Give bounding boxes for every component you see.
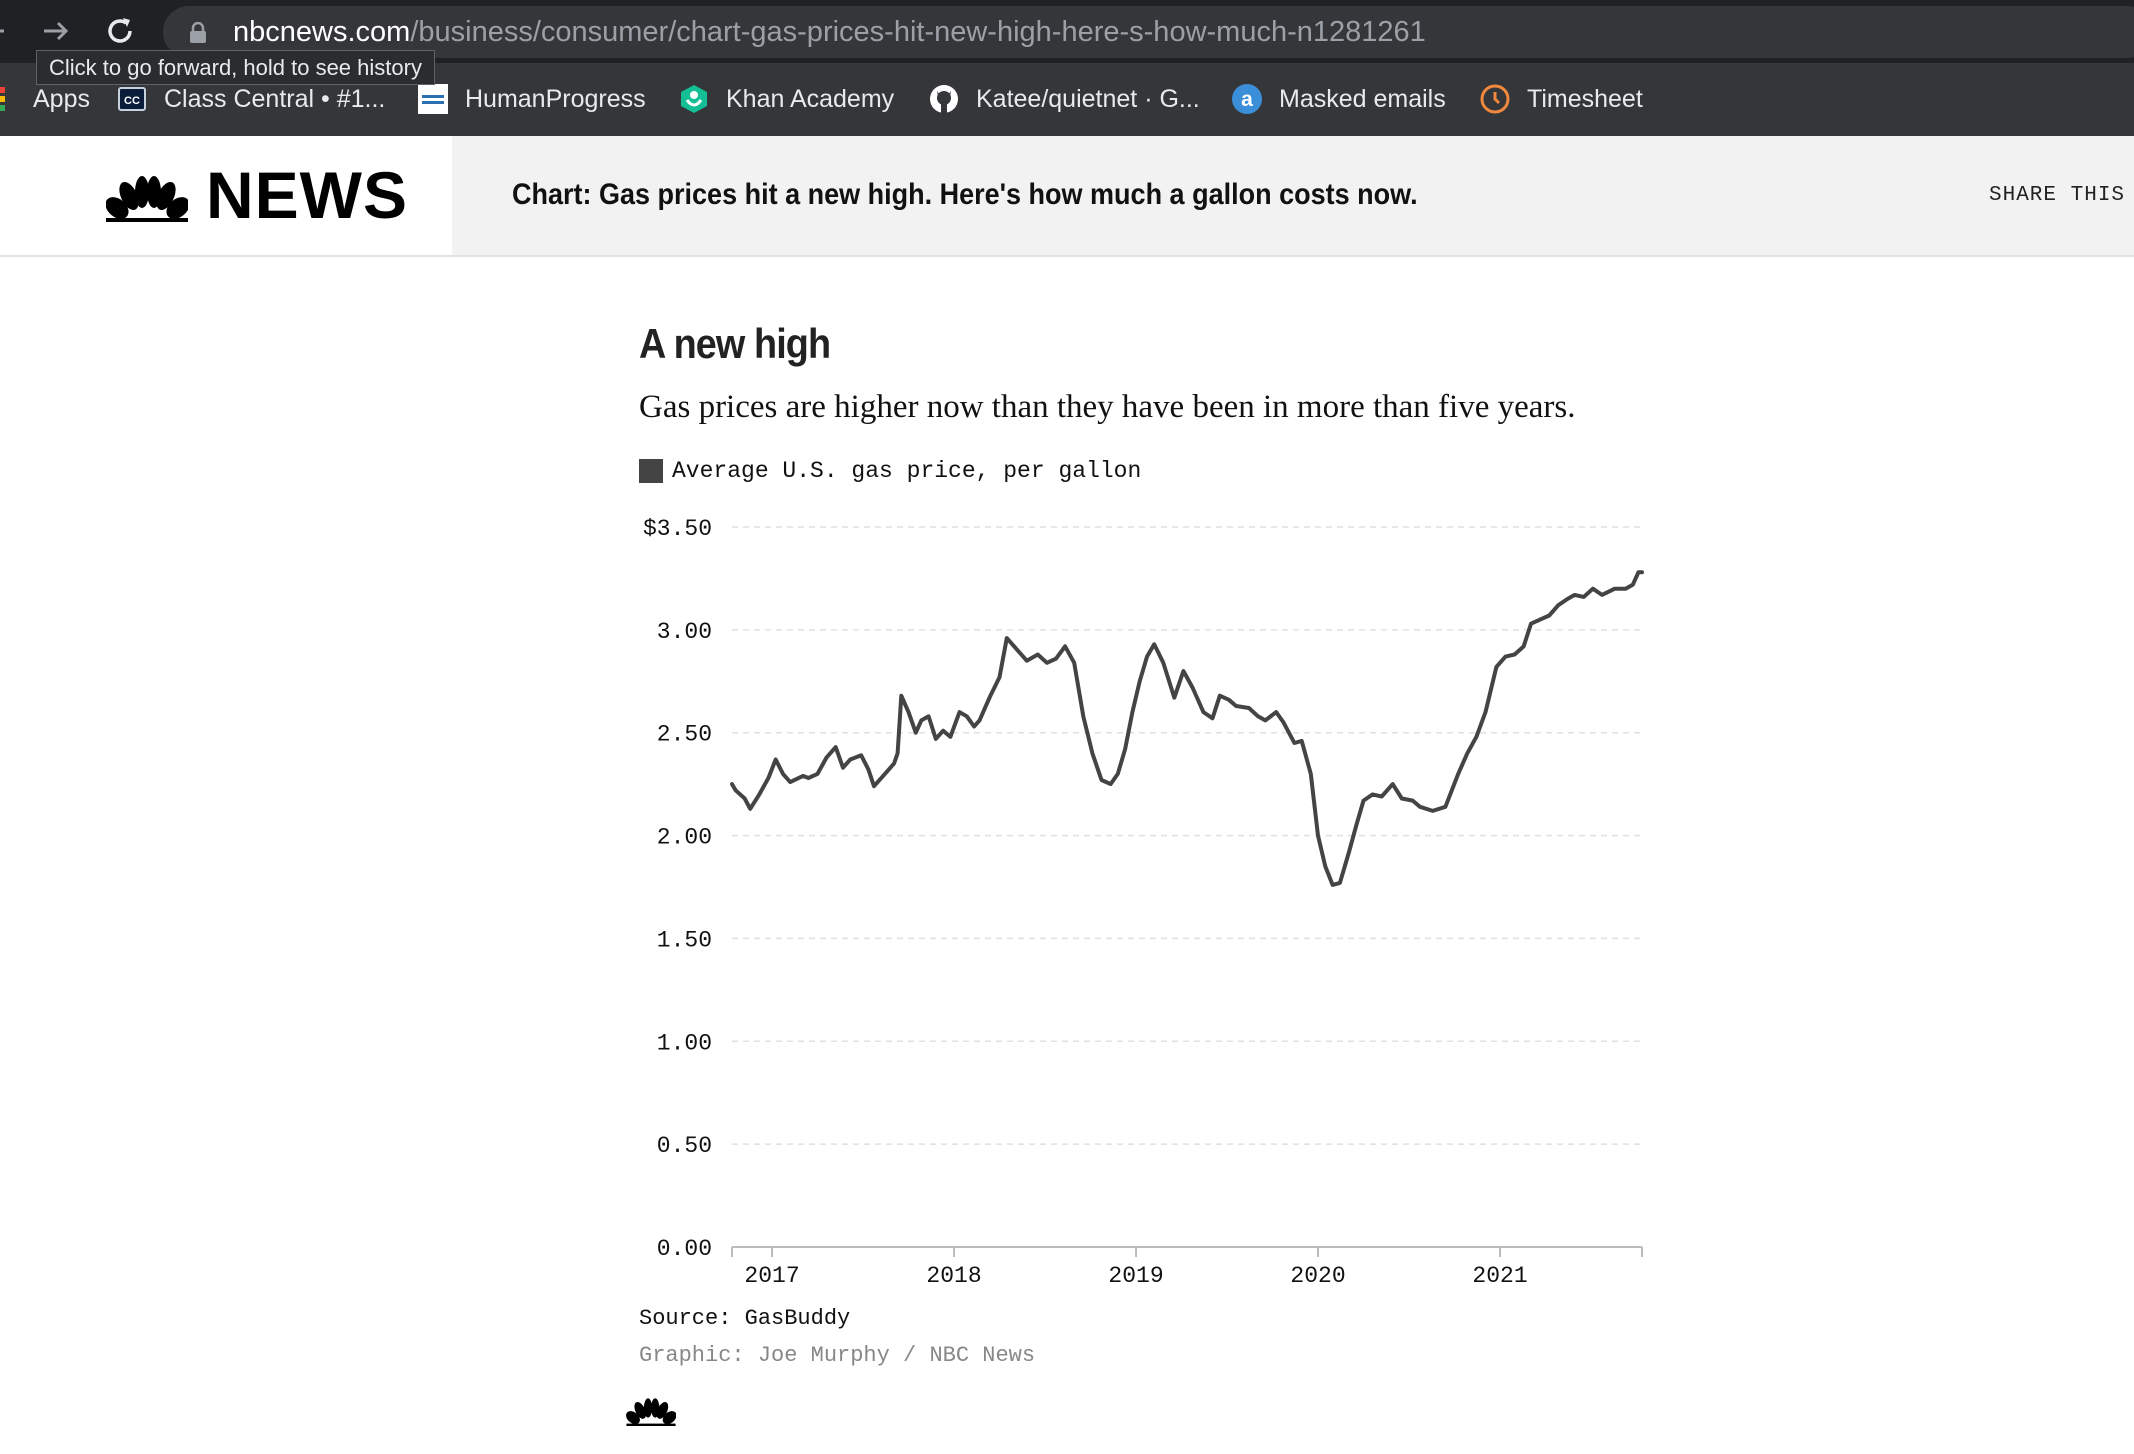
peacock-icon [106, 176, 188, 222]
chart-legend: Average U.S. gas price, per gallon [639, 456, 1141, 486]
back-button[interactable] [0, 8, 16, 54]
apps-grid-icon [0, 84, 16, 114]
bookmark-label: Masked emails [1279, 84, 1446, 113]
share-button[interactable]: SHARE THIS – [1989, 184, 2134, 207]
bookmark-label: Apps [33, 84, 90, 113]
forward-tooltip: Click to go forward, hold to see history [36, 50, 435, 85]
lock-icon [190, 22, 206, 43]
arrow-left-icon [0, 29, 4, 33]
url-host: nbcnews.com [233, 16, 411, 48]
y-tick-label: 2.50 [657, 722, 712, 748]
y-tick-label: 0.00 [657, 1236, 712, 1262]
nbc-news-logo[interactable]: NEWS [0, 136, 452, 255]
class-central-icon: CC [117, 84, 147, 114]
x-tick-label: 2018 [926, 1263, 981, 1289]
address-bar[interactable]: nbcnews.com/business/consumer/chart-gas-… [163, 6, 2134, 58]
svg-text:a: a [1241, 88, 1253, 111]
bookmark-apps[interactable]: Apps [0, 79, 90, 119]
chart-credit: Graphic: Joe Murphy / NBC News [639, 1343, 1036, 1368]
bookmark-timesheet[interactable]: Timesheet [1480, 79, 1643, 119]
legend-label: Average U.S. gas price, per gallon [672, 458, 1142, 484]
arrow-right-icon [44, 21, 69, 41]
masked-emails-icon: a [1232, 84, 1262, 114]
series-line [730, 570, 1644, 887]
url-text: nbcnews.com/business/consumer/chart-gas-… [233, 14, 1426, 50]
x-tick-label: 2021 [1472, 1263, 1527, 1289]
y-tick-label: 1.50 [657, 927, 712, 953]
x-tick-label: 2019 [1108, 1263, 1163, 1289]
svg-text:CC: CC [124, 95, 140, 107]
humanprogress-icon [418, 84, 448, 114]
bookmark-khan-academy[interactable]: Khan Academy [679, 79, 894, 119]
url-path: /business/consumer/chart-gas-prices-hit-… [410, 16, 1426, 48]
reload-button[interactable] [97, 8, 143, 54]
y-tick-label: 2.00 [657, 825, 712, 851]
bookmark-label: Timesheet [1527, 84, 1643, 113]
y-tick-label: 3.00 [657, 619, 712, 645]
y-tick-label: 1.00 [657, 1030, 712, 1056]
forward-button[interactable] [33, 8, 79, 54]
bookmarks-bar: Apps CC Class Central • #1... HumanProgr… [0, 63, 2134, 136]
footer-peacock-icon[interactable] [626, 1396, 676, 1426]
site-header: NEWS Chart: Gas prices hit a new high. H… [0, 136, 2134, 257]
bookmark-label: Katee/quietnet · G... [976, 84, 1200, 113]
y-tick-label: 0.50 [657, 1133, 712, 1159]
timesheet-icon [1480, 84, 1510, 114]
bookmark-humanprogress[interactable]: HumanProgress [418, 79, 646, 119]
y-tick-label: $3.50 [643, 516, 712, 542]
logo-text: NEWS [206, 158, 408, 232]
legend-swatch [639, 459, 663, 483]
bookmark-masked-emails[interactable]: a Masked emails [1232, 79, 1446, 119]
bookmark-class-central[interactable]: CC Class Central • #1... [117, 79, 385, 119]
bookmark-quietnet[interactable]: Katee/quietnet · G... [929, 79, 1200, 119]
bookmark-label: Khan Academy [726, 84, 895, 113]
chart-subtitle: Gas prices are higher now than they have… [639, 389, 1576, 425]
x-tick-label: 2017 [744, 1263, 799, 1289]
browser-toolbar: nbcnews.com/business/consumer/chart-gas-… [0, 0, 2134, 63]
x-tick-label: 2020 [1290, 1263, 1345, 1289]
bookmark-label: HumanProgress [465, 84, 646, 113]
khan-academy-icon [679, 84, 709, 114]
chart-title: A new high [639, 320, 831, 367]
bookmark-label: Class Central • #1... [164, 84, 386, 113]
reload-icon [108, 18, 132, 43]
github-icon [929, 84, 959, 114]
page-headline: Chart: Gas prices hit a new high. Here's… [512, 178, 1418, 211]
chart-source: Source: GasBuddy [639, 1306, 851, 1331]
gas-price-line-chart: $3.50 3.00 2.50 2.00 1.50 1.00 0.50 0.00 2017 20… [643, 516, 1644, 1289]
